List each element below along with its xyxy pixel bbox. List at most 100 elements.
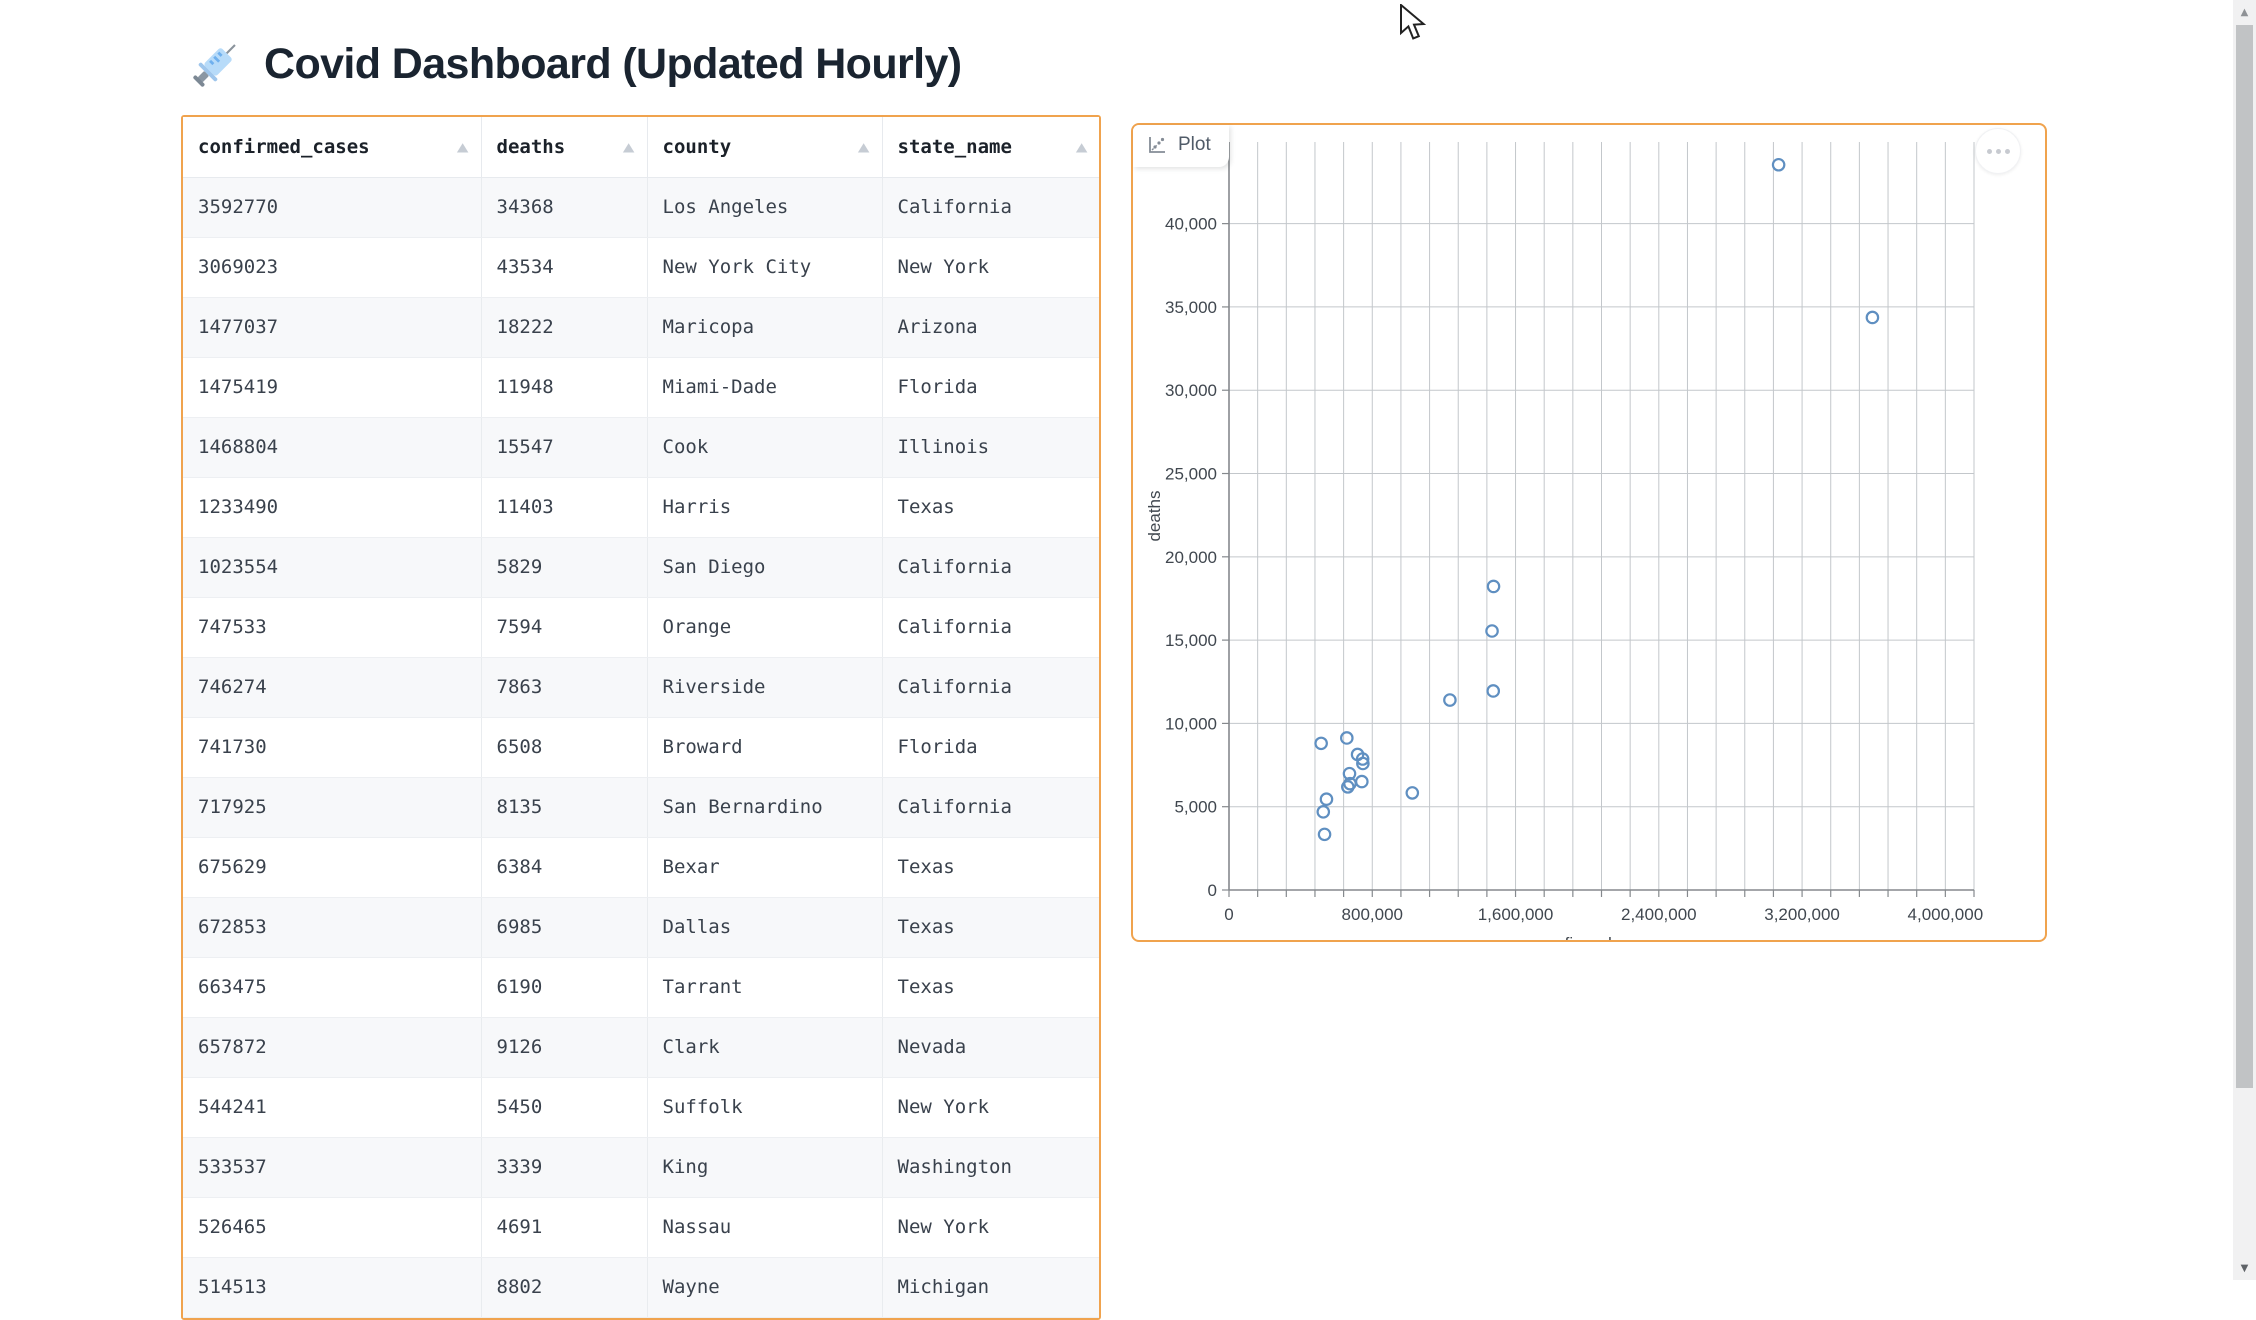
scatter-point[interactable] bbox=[1317, 827, 1332, 842]
y-tick-label: 10,000 bbox=[1165, 714, 1217, 733]
cell-county: Bexar bbox=[647, 837, 883, 898]
cell-confirmed_cases: 746274 bbox=[183, 657, 482, 718]
plot-tab[interactable]: Plot bbox=[1133, 125, 1229, 167]
scroll-up-icon[interactable]: ▲ bbox=[2240, 6, 2249, 18]
cell-deaths: 5450 bbox=[481, 1077, 648, 1138]
cell-county: King bbox=[647, 1137, 883, 1198]
scatter-plot-canvas[interactable]: 0 5,000 10,000 15,000 20,000 25,000 30,000 35,0… bbox=[1133, 125, 2045, 940]
covid-table: confirmed_cases ▲ deaths ▲ county ▲ state_name… bbox=[183, 117, 1099, 1318]
cell-deaths: 7594 bbox=[481, 597, 648, 658]
cell-state_name: Texas bbox=[882, 897, 1099, 958]
y-tick-label: 25,000 bbox=[1165, 465, 1217, 484]
table-row: 514513 8802 Wayne Michigan bbox=[183, 1257, 1099, 1318]
table-row: 741730 6508 Broward Florida bbox=[183, 717, 1099, 778]
cell-confirmed_cases: 657872 bbox=[183, 1017, 482, 1078]
cell-deaths: 6985 bbox=[481, 897, 648, 958]
cell-state_name: Nevada bbox=[882, 1017, 1099, 1078]
scatter-point[interactable] bbox=[1405, 786, 1420, 800]
page-title: Covid Dashboard (Updated Hourly) bbox=[264, 39, 962, 88]
cell-deaths: 5829 bbox=[481, 537, 648, 598]
covid-table-card: confirmed_cases ▲ deaths ▲ county ▲ state_name… bbox=[181, 115, 1101, 1320]
scatter-point[interactable] bbox=[1350, 747, 1365, 762]
cell-confirmed_cases: 675629 bbox=[183, 837, 482, 898]
table-row: 1477037 18222 Maricopa Arizona bbox=[183, 297, 1099, 358]
table-row: 533537 3339 King Washington bbox=[183, 1137, 1099, 1198]
column-header-confirmed_cases[interactable]: confirmed_cases ▲ bbox=[183, 117, 482, 178]
cell-confirmed_cases: 514513 bbox=[183, 1257, 482, 1318]
y-tick-label: 35,000 bbox=[1165, 298, 1217, 317]
cell-county: Tarrant bbox=[647, 957, 883, 1018]
table-row: 544241 5450 Suffolk New York bbox=[183, 1077, 1099, 1138]
scatter-point[interactable] bbox=[1340, 731, 1354, 745]
scatter-point[interactable] bbox=[1319, 792, 1334, 807]
scatter-point[interactable] bbox=[1355, 774, 1369, 789]
cell-county: New York City bbox=[647, 237, 883, 298]
cell-confirmed_cases: 741730 bbox=[183, 717, 482, 778]
table-row: 717925 8135 San Bernardino California bbox=[183, 777, 1099, 838]
cell-confirmed_cases: 1475419 bbox=[183, 357, 482, 418]
table-row: 672853 6985 Dallas Texas bbox=[183, 897, 1099, 958]
cell-deaths: 15547 bbox=[481, 417, 648, 478]
cell-confirmed_cases: 1468804 bbox=[183, 417, 482, 478]
scatter-point[interactable] bbox=[1486, 684, 1501, 698]
cell-deaths: 6384 bbox=[481, 837, 648, 898]
cell-state_name: Texas bbox=[882, 477, 1099, 538]
table-row: 746274 7863 Riverside California bbox=[183, 657, 1099, 718]
cell-deaths: 7863 bbox=[481, 657, 648, 718]
x-tick-label: 2,400,000 bbox=[1621, 905, 1697, 924]
cell-confirmed_cases: 1477037 bbox=[183, 297, 482, 358]
sort-asc-icon: ▲ bbox=[1075, 139, 1088, 154]
scatter-point[interactable] bbox=[1865, 310, 1880, 325]
mouse-cursor bbox=[1400, 4, 1427, 40]
cell-confirmed_cases: 533537 bbox=[183, 1137, 482, 1198]
cell-deaths: 8135 bbox=[481, 777, 648, 838]
page-header: Covid Dashboard (Updated Hourly) bbox=[188, 36, 962, 92]
cell-confirmed_cases: 1023554 bbox=[183, 537, 482, 598]
plot-menu-button[interactable] bbox=[1975, 128, 2021, 174]
cell-confirmed_cases: 544241 bbox=[183, 1077, 482, 1138]
syringe-icon bbox=[193, 44, 236, 87]
scatter-point[interactable] bbox=[1485, 624, 1499, 638]
table-row: 1023554 5829 San Diego California bbox=[183, 537, 1099, 598]
cell-state_name: California bbox=[882, 657, 1099, 718]
scrollbar-thumb[interactable] bbox=[2236, 25, 2253, 1088]
column-header-state_name[interactable]: state_name ▲ bbox=[882, 117, 1099, 178]
cell-state_name: Washington bbox=[882, 1137, 1099, 1198]
cell-county: Nassau bbox=[647, 1197, 883, 1258]
cell-confirmed_cases: 526465 bbox=[183, 1197, 482, 1258]
sort-asc-icon: ▲ bbox=[457, 139, 469, 154]
cell-state_name: Illinois bbox=[882, 417, 1099, 478]
cell-confirmed_cases: 3592770 bbox=[183, 177, 482, 238]
scatter-point[interactable] bbox=[1486, 579, 1501, 594]
cell-state_name: Texas bbox=[882, 837, 1099, 898]
scatter-point[interactable] bbox=[1341, 780, 1355, 794]
cell-state_name: New York bbox=[882, 1077, 1099, 1138]
scatter-chart-icon bbox=[1149, 137, 1165, 153]
scatter-point[interactable] bbox=[1316, 805, 1331, 819]
x-tick-label: 1,600,000 bbox=[1478, 905, 1554, 924]
scatter-point[interactable] bbox=[1314, 736, 1328, 751]
cell-county: Clark bbox=[647, 1017, 883, 1078]
cell-confirmed_cases: 717925 bbox=[183, 777, 482, 838]
scroll-down-icon[interactable]: ▼ bbox=[2240, 1262, 2249, 1274]
scatter-point[interactable] bbox=[1342, 766, 1357, 781]
cell-state_name: New York bbox=[882, 1197, 1099, 1258]
column-label: deaths bbox=[496, 135, 566, 158]
cell-deaths: 11403 bbox=[481, 477, 648, 538]
table-row: 1468804 15547 Cook Illinois bbox=[183, 417, 1099, 478]
column-header-county[interactable]: county ▲ bbox=[647, 117, 883, 178]
cell-state_name: California bbox=[882, 597, 1099, 658]
x-tick-label: 4,000,000 bbox=[1908, 905, 1984, 924]
table-row: 675629 6384 Bexar Texas bbox=[183, 837, 1099, 898]
scatter-point[interactable] bbox=[1443, 693, 1457, 707]
column-header-deaths[interactable]: deaths ▲ bbox=[481, 117, 648, 178]
cell-deaths: 8802 bbox=[481, 1257, 648, 1318]
sort-asc-icon: ▲ bbox=[623, 139, 635, 154]
cell-county: San Bernardino bbox=[647, 777, 883, 838]
scatter-point[interactable] bbox=[1771, 157, 1786, 172]
cell-county: Broward bbox=[647, 717, 883, 778]
cell-deaths: 6190 bbox=[481, 957, 648, 1018]
x-tick-label: 3,200,000 bbox=[1764, 905, 1840, 924]
table-body: 3592770 34368 Los Angeles California 3069023… bbox=[183, 177, 1099, 1318]
cell-deaths: 3339 bbox=[481, 1137, 648, 1198]
